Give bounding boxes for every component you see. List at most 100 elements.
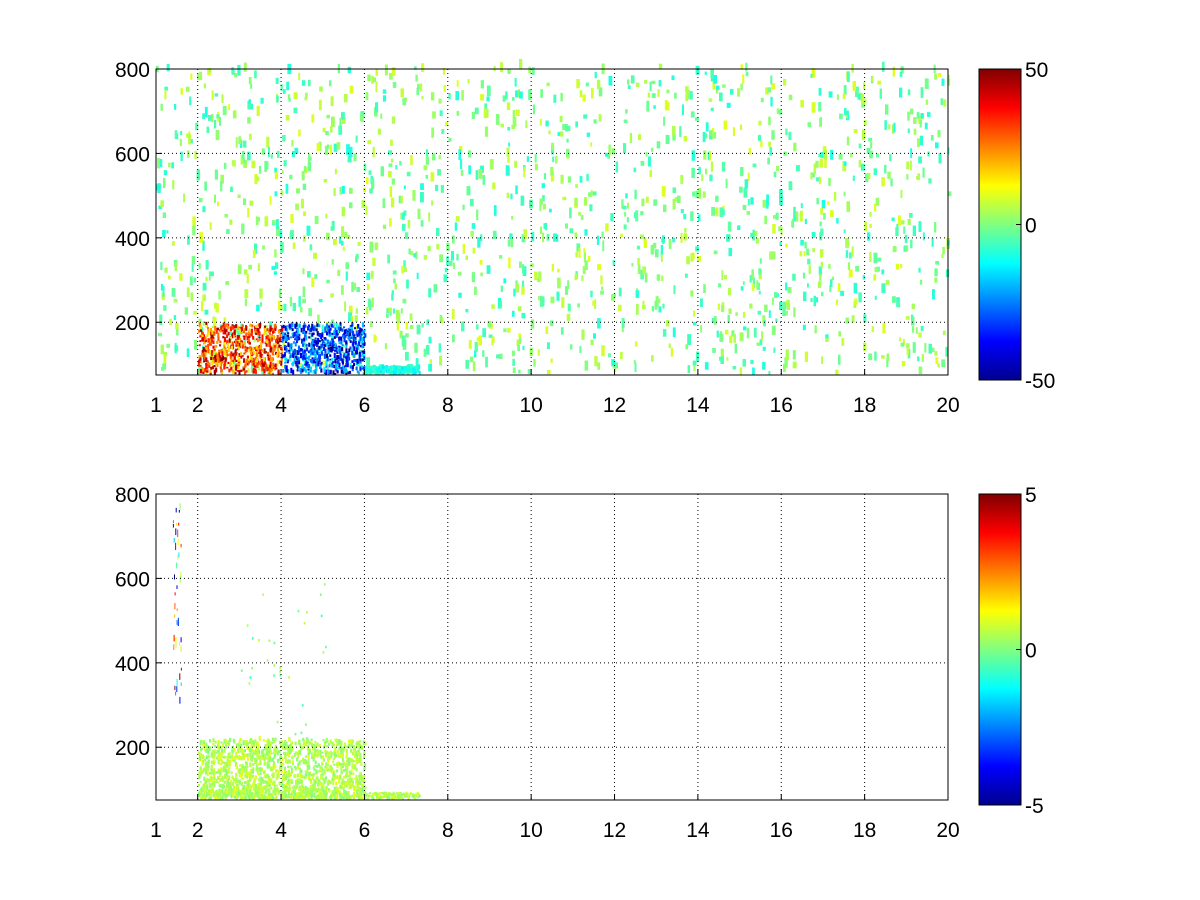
heatmap-cell bbox=[375, 792, 378, 795]
heatmap-cell bbox=[263, 369, 266, 373]
heatmap-cell bbox=[204, 309, 209, 315]
heatmap-cell bbox=[345, 748, 348, 753]
heatmap-cell bbox=[392, 270, 397, 275]
heatmap-cell bbox=[620, 233, 623, 238]
heatmap-cell bbox=[686, 90, 690, 100]
x-tick-label: 4 bbox=[275, 394, 287, 417]
heatmap-cell bbox=[259, 345, 262, 350]
heatmap-cell bbox=[289, 749, 292, 755]
heatmap-cell bbox=[233, 329, 236, 332]
heatmap-cell bbox=[274, 744, 277, 749]
heatmap-cell bbox=[279, 333, 282, 339]
heatmap-cell bbox=[215, 330, 218, 334]
heatmap-cell bbox=[319, 751, 322, 757]
heatmap-cell bbox=[324, 329, 327, 333]
heatmap-cell bbox=[304, 356, 307, 360]
heatmap-cell bbox=[251, 769, 254, 773]
heatmap-cell bbox=[339, 117, 342, 126]
heatmap-cell bbox=[556, 291, 560, 301]
heatmap-cell bbox=[249, 334, 252, 337]
heatmap-cell bbox=[229, 362, 232, 367]
heatmap-cell bbox=[720, 356, 724, 364]
heatmap-cell bbox=[214, 119, 217, 129]
heatmap-cell bbox=[313, 780, 316, 785]
heatmap-cell bbox=[243, 62, 247, 72]
heatmap-cell bbox=[525, 120, 528, 129]
heatmap-cell bbox=[284, 740, 287, 745]
heatmap-cell bbox=[223, 350, 226, 356]
heatmap-cell bbox=[695, 117, 699, 121]
heatmap-cell bbox=[727, 314, 730, 324]
heatmap-cell bbox=[206, 361, 209, 366]
heatmap-cell bbox=[285, 115, 290, 121]
heatmap-cell bbox=[345, 771, 348, 777]
heatmap-cell bbox=[768, 141, 771, 147]
heatmap-cell bbox=[259, 784, 262, 789]
heatmap-cell bbox=[703, 150, 707, 160]
heatmap-cell bbox=[658, 306, 662, 313]
heatmap-cell bbox=[202, 744, 205, 749]
heatmap-cell bbox=[271, 773, 274, 779]
heatmap-cell bbox=[897, 299, 901, 308]
heatmap-cell bbox=[325, 754, 328, 758]
heatmap-cell bbox=[276, 758, 279, 763]
heatmap-cell bbox=[335, 329, 338, 335]
heatmap-cell bbox=[325, 232, 330, 241]
heatmap-cell bbox=[217, 739, 220, 745]
heatmap-cell bbox=[302, 331, 305, 335]
heatmap-cell bbox=[396, 312, 401, 324]
heatmap-cell bbox=[199, 770, 202, 773]
heatmap-cell bbox=[219, 770, 222, 775]
heatmap-cell bbox=[216, 358, 219, 361]
heatmap-cell bbox=[263, 763, 266, 766]
heatmap-cell bbox=[335, 364, 338, 369]
heatmap-cell bbox=[511, 310, 515, 317]
heatmap-cell bbox=[173, 298, 178, 303]
heatmap-cell bbox=[334, 358, 337, 363]
heatmap-cell bbox=[842, 93, 846, 99]
heatmap-cell bbox=[342, 760, 345, 762]
heatmap-cell bbox=[251, 752, 254, 758]
heatmap-cell bbox=[250, 743, 253, 749]
y-tick-label: 600 bbox=[115, 143, 150, 166]
heatmap-cell bbox=[611, 148, 615, 155]
heatmap-cell bbox=[331, 358, 334, 361]
heatmap-cell bbox=[344, 93, 348, 103]
heatmap-cell bbox=[324, 327, 327, 331]
heatmap-cell bbox=[312, 766, 315, 770]
heatmap-cell bbox=[821, 356, 824, 365]
heatmap-cell bbox=[315, 749, 318, 753]
heatmap-cell bbox=[657, 298, 661, 304]
heatmap-cell bbox=[284, 355, 287, 361]
heatmap-cell bbox=[332, 365, 335, 368]
heatmap-cell bbox=[529, 347, 533, 356]
heatmap-cell bbox=[179, 696, 181, 704]
heatmap-cell bbox=[710, 69, 714, 79]
heatmap-cell bbox=[462, 243, 465, 254]
heatmap-cell bbox=[257, 755, 260, 760]
heatmap-cell bbox=[249, 752, 252, 758]
heatmap-cell bbox=[229, 326, 232, 331]
heatmap-cell bbox=[189, 276, 193, 286]
heatmap-cell bbox=[597, 318, 601, 329]
heatmap-cell bbox=[275, 788, 278, 791]
heatmap-cell bbox=[316, 323, 319, 327]
heatmap-cell bbox=[227, 752, 230, 757]
heatmap-cell bbox=[892, 66, 896, 77]
heatmap-cell bbox=[282, 324, 285, 329]
heatmap-cell bbox=[308, 336, 311, 339]
heatmap-cell bbox=[340, 749, 343, 755]
heatmap-cell bbox=[192, 216, 196, 228]
heatmap-cell bbox=[224, 323, 227, 328]
heatmap-cell bbox=[258, 754, 261, 759]
heatmap-cell bbox=[762, 199, 766, 208]
heatmap-cell bbox=[179, 575, 181, 583]
heatmap-cell bbox=[869, 150, 873, 159]
heatmap-cell bbox=[255, 764, 258, 770]
heatmap-cell bbox=[397, 795, 400, 798]
heatmap-cell bbox=[261, 767, 264, 772]
heatmap-cell bbox=[336, 329, 339, 334]
heatmap-cell bbox=[206, 745, 209, 750]
heatmap-cell bbox=[358, 334, 361, 337]
heatmap-cell bbox=[177, 538, 179, 546]
